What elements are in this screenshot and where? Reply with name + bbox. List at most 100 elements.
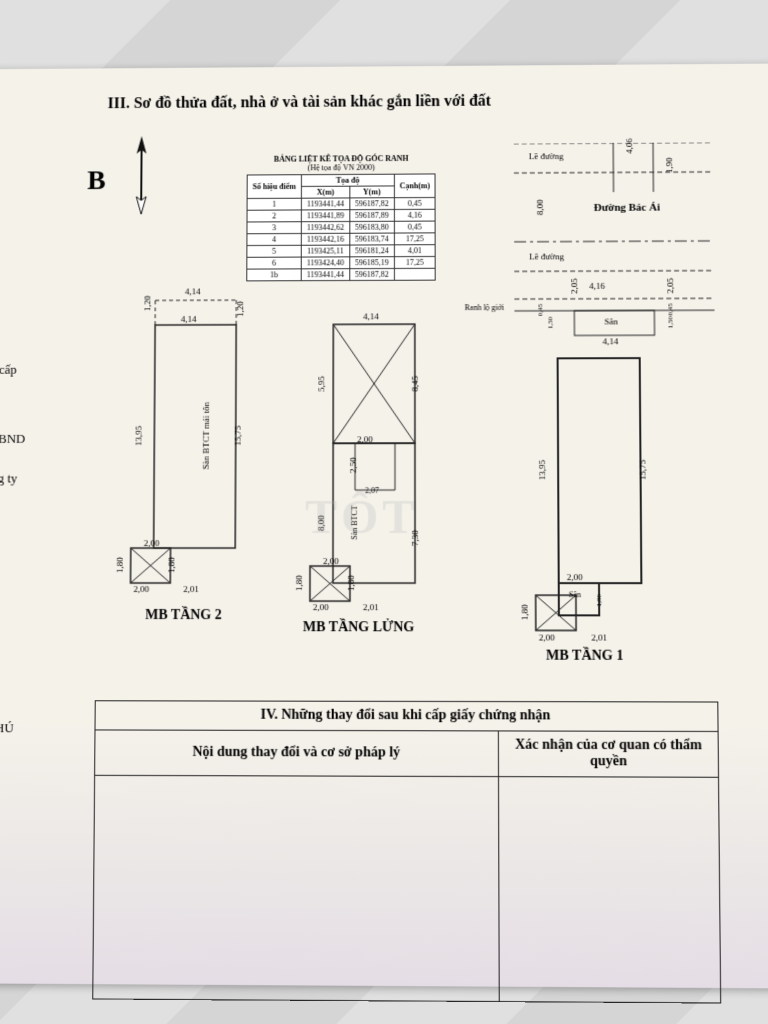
pL-201: 2,01 xyxy=(363,602,379,612)
section-4-table: IV. Những thay đổi sau khi cấp giấy chứn… xyxy=(92,700,721,1003)
sidewalk-label-2: Lề đường xyxy=(529,251,564,261)
coord-cell: 4,16 xyxy=(394,209,435,221)
p2-200a: 2,00 xyxy=(144,538,160,548)
section-4-cell2 xyxy=(499,777,721,1003)
dim-205a: 2,05 xyxy=(569,278,579,294)
road-name: Đường Bác Ái xyxy=(594,202,660,214)
coord-cell: 1193441,89 xyxy=(301,210,349,222)
p2-180a: 1,80 xyxy=(115,557,125,573)
p1-200b: 2,00 xyxy=(539,632,555,642)
coord-cell xyxy=(394,268,435,280)
p2-414a: 4,14 xyxy=(185,286,201,296)
label-floor-1: MB TẦNG 1 xyxy=(546,649,624,665)
p1-1575: 15,75 xyxy=(638,460,648,480)
partial-phu: HÚ xyxy=(0,720,14,736)
plan1-svg xyxy=(510,340,673,641)
col-edge: Cạnh(m) xyxy=(394,174,435,198)
partial-bnd: BND xyxy=(0,431,25,447)
dim-416: 4,16 xyxy=(589,281,605,291)
coord-cell: 596187,89 xyxy=(350,209,395,221)
section-4-col1: Nội dung thay đổi và cơ sở pháp lý xyxy=(95,730,499,777)
col-point: Số hiệu điểm xyxy=(247,175,301,199)
coord-cell: 4 xyxy=(247,233,301,245)
pL-595: 5,95 xyxy=(316,376,326,392)
coord-caption: BẢNG LIỆT KÊ TỌA ĐỘ GÓC RANH (Hệ tọa độ … xyxy=(247,154,436,175)
coord-cell: 2 xyxy=(247,210,301,222)
dim-190: 1,90 xyxy=(664,157,674,173)
col-coord: Tọa độ xyxy=(301,174,394,186)
p2-1395: 13,95 xyxy=(134,426,144,446)
label-mezzanine: MB TẦNG LỬNG xyxy=(303,620,415,636)
sidewalk-label-1: Lề đường xyxy=(529,151,564,161)
pL-414: 4,14 xyxy=(363,311,379,321)
coord-cell: 1 xyxy=(247,198,301,210)
coord-cell: 1b xyxy=(247,269,301,281)
compass-arrow-icon xyxy=(126,136,156,214)
p1-180a: 1,80 xyxy=(519,604,529,620)
coord-cell: 1193425,11 xyxy=(301,245,349,257)
p1-180x: 1,80 xyxy=(595,594,603,606)
label-floor-2: MB TẦNG 2 xyxy=(145,608,222,624)
dim-045: 0,45 xyxy=(536,304,544,316)
watermark: TỐT xyxy=(305,490,418,545)
coord-row: 41193442,16596183,7417,25 xyxy=(247,233,436,246)
dim-045b: 0,45 xyxy=(666,303,674,315)
col-y: Y(m) xyxy=(350,186,395,198)
partial-ty: g ty xyxy=(0,471,17,487)
coord-row: 31193442,62596183,800,45 xyxy=(247,221,436,234)
section-3-title: III. Sơ đồ thửa đất, nhà ở và tài sản kh… xyxy=(108,93,492,113)
section-4-col2: Xác nhận của cơ quan có thẩm quyền xyxy=(499,731,719,777)
coord-cell: 0,45 xyxy=(394,197,435,209)
plan-mezzanine: 4,14 5,95 8,45 2,00 2,50 2,07 8,00 Sàn B… xyxy=(295,309,445,608)
p1-1395: 13,95 xyxy=(537,460,547,480)
plan-floor-2: 4,14 1,20 1,20 4,14 13,95 15,75 Sàn BTCT… xyxy=(116,292,266,590)
coord-row: 61193424,40596185,1917,25 xyxy=(247,256,436,269)
pL-180b: 1,80 xyxy=(346,575,356,591)
coord-cell: 596183,74 xyxy=(350,233,395,245)
partial-cap: cấp xyxy=(0,362,17,378)
coord-cell: 5 xyxy=(247,245,301,257)
coordinate-table: BẢNG LIỆT KÊ TỌA ĐỘ GÓC RANH (Hệ tọa độ … xyxy=(246,154,436,282)
coord-cell: 6 xyxy=(247,257,301,269)
pL-200b: 2,00 xyxy=(323,556,339,566)
coord-row: 21193441,89596187,894,16 xyxy=(247,209,435,222)
planL-svg xyxy=(295,309,445,608)
p2-201: 2,01 xyxy=(183,584,199,594)
compass-label: B xyxy=(87,166,106,196)
coord-row: 51193425,11596181,244,01 xyxy=(247,245,436,258)
coord-row: 1b1193441,44596187,82 xyxy=(247,268,436,281)
compass: B xyxy=(87,166,106,197)
coord-cell: 1193441,44 xyxy=(301,198,349,210)
col-x: X(m) xyxy=(301,186,349,198)
dim-205b: 2,05 xyxy=(665,278,675,294)
pL-180a: 1,80 xyxy=(294,575,304,591)
coord-cell: 596181,24 xyxy=(350,245,395,257)
pL-200: 2,00 xyxy=(357,434,373,444)
pL-250: 2,50 xyxy=(348,457,358,473)
pL-845: 8,45 xyxy=(410,376,420,392)
section-4-title: IV. Những thay đổi sau khi cấp giấy chứn… xyxy=(95,701,718,732)
coord-cell: 596185,19 xyxy=(350,257,395,269)
dim-150a: 1,50 xyxy=(547,317,555,329)
pL-200c: 2,00 xyxy=(313,602,329,612)
lot-line-label: Ranh lộ giới xyxy=(465,303,505,312)
p2-180b: 1,80 xyxy=(166,557,176,573)
p2-200b: 2,00 xyxy=(133,584,149,594)
plan-floor-1: 13,95 15,75 2,00 Sân 1,80 1,80 2,00 2,01 xyxy=(510,340,673,641)
coord-cell: 596183,80 xyxy=(350,221,395,233)
p2-1575: 15,75 xyxy=(233,425,243,445)
coord-cell: 0,45 xyxy=(394,221,435,233)
coord-cell: 17,25 xyxy=(394,256,435,268)
coord-cell: 1193442,16 xyxy=(301,233,349,245)
p2-414b: 4,14 xyxy=(181,314,197,324)
coord-cell: 596187,82 xyxy=(350,198,395,210)
coord-cell: 1193442,62 xyxy=(301,221,349,233)
dim-800: 8,00 xyxy=(535,199,545,215)
coord-cell: 17,25 xyxy=(394,233,435,245)
dim-150b: 1,50 xyxy=(667,316,675,328)
road-diagram: Lề đường Đường Bác Ái Lề đường Ranh lộ g… xyxy=(514,142,715,330)
coord-row: 11193441,44596187,820,45 xyxy=(247,197,435,210)
coord-cell: 4,01 xyxy=(394,245,435,257)
san-label: Sân xyxy=(604,316,618,326)
coord-cell: 596187,82 xyxy=(349,268,394,280)
